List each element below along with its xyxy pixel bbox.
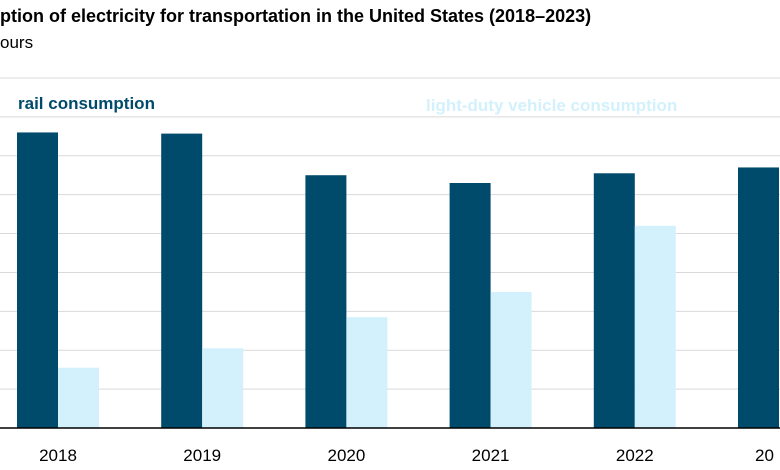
chart-subtitle: ours <box>0 33 34 52</box>
rail-bar-2018 <box>17 132 58 428</box>
x-tick-label-2020: 2020 <box>327 446 365 465</box>
x-tick-label-2018: 2018 <box>39 446 77 465</box>
rail-bar-2022 <box>593 173 635 428</box>
light-duty-bar-2019 <box>202 348 244 428</box>
legend-light-duty-vehicle-consumption: light-duty vehicle consumption <box>426 96 677 115</box>
bars <box>17 132 779 428</box>
rail-bar-2019 <box>161 133 203 428</box>
legend-rail-consumption: rail consumption <box>18 94 155 113</box>
rail-bar-20 <box>738 167 779 428</box>
x-tick-label-20: 20 <box>755 446 774 465</box>
light-duty-bar-2018 <box>58 367 99 428</box>
light-duty-bar-2020 <box>346 317 388 428</box>
light-duty-bar-2021 <box>490 291 532 428</box>
light-duty-bar-2022 <box>634 225 676 428</box>
x-tick-labels: 2018 2019 2020 2021 2022 20 <box>39 446 774 465</box>
rail-bar-2020 <box>305 175 347 428</box>
rail-bar-2021 <box>449 183 491 428</box>
x-tick-label-2021: 2021 <box>472 446 510 465</box>
chart-title: ption of electricity for transportation … <box>0 6 592 26</box>
x-tick-label-2019: 2019 <box>183 446 221 465</box>
x-tick-label-2022: 2022 <box>616 446 654 465</box>
